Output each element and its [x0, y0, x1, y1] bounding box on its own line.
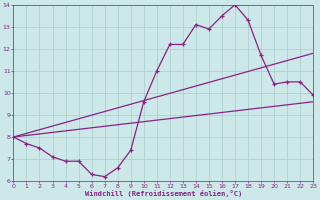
X-axis label: Windchill (Refroidissement éolien,°C): Windchill (Refroidissement éolien,°C): [85, 190, 242, 197]
